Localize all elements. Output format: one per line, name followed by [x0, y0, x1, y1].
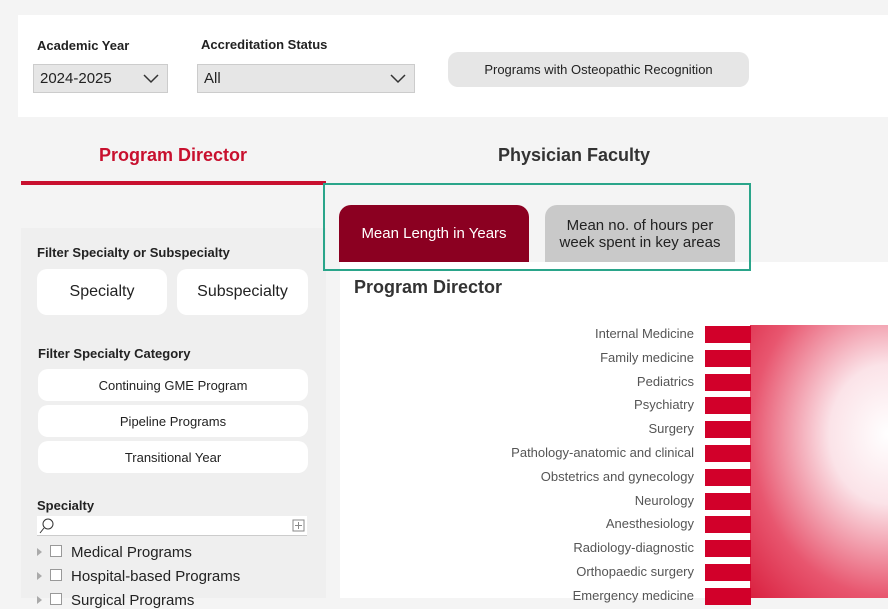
- tab[interactable]: Program Director: [98, 145, 248, 165]
- tree-toggle[interactable]: [37, 572, 42, 580]
- chart-title: Program Director: [354, 277, 503, 297]
- sidebar-title: Filter Specialty Category: [38, 346, 191, 361]
- bar: [705, 564, 751, 581]
- osteopathic-button[interactable]: Programs with Osteopathic Recognition: [448, 52, 749, 87]
- year-dropdown[interactable]: 2024-2025: [33, 64, 168, 93]
- chevron: [143, 74, 159, 84]
- tree-item[interactable]: Surgical Programs: [71, 592, 195, 609]
- bar: [705, 540, 751, 558]
- status-dropdown[interactable]: All: [197, 64, 415, 93]
- search-box[interactable]: [37, 516, 307, 536]
- tree-checkbox[interactable]: [50, 593, 62, 605]
- search-icons: [39, 518, 305, 534]
- tree-item[interactable]: Medical Programs: [71, 544, 192, 561]
- highlight-box: [323, 183, 751, 271]
- specialty-button[interactable]: Subspecialty: [177, 269, 308, 315]
- category-label: Anesthesiology: [605, 516, 694, 532]
- tree-toggle[interactable]: [37, 596, 42, 604]
- tab-underline: [21, 181, 326, 185]
- chart-overlay: [750, 325, 888, 598]
- metric-button[interactable]: Mean no. of hours per week spent in key …: [545, 205, 735, 262]
- year-label: Academic Year: [37, 38, 130, 53]
- bar: [705, 373, 751, 391]
- bar: [705, 516, 751, 534]
- sidebar-title: Specialty: [37, 498, 95, 513]
- category-label: Radiology-diagnostic: [573, 540, 694, 556]
- category-label: Pathology-anatomic and clinical: [511, 445, 694, 460]
- bar: [705, 445, 751, 462]
- tab[interactable]: Physician Faculty: [497, 145, 651, 165]
- category-label: Pediatrics: [636, 373, 694, 389]
- bar: [705, 492, 751, 510]
- sidebar-title: Filter Specialty or Subspecialty: [37, 245, 230, 260]
- status-label: Accreditation Status: [201, 37, 328, 52]
- bar: [705, 587, 751, 605]
- tree-checkbox[interactable]: [50, 569, 62, 581]
- bar: [705, 397, 751, 415]
- bar: [705, 349, 751, 367]
- category-label: Neurology: [634, 492, 694, 508]
- specialty-button[interactable]: Specialty: [37, 269, 167, 315]
- category-button[interactable]: Pipeline Programs: [38, 405, 308, 437]
- chevron: [390, 74, 406, 84]
- year-value: 2024-2025: [40, 70, 112, 87]
- category-label: Internal Medicine: [595, 326, 694, 341]
- category-label: Emergency medicine: [572, 587, 694, 603]
- category-label: Psychiatry: [634, 397, 694, 413]
- category-label: Family medicine: [600, 349, 694, 365]
- category-button[interactable]: Continuing GME Program: [38, 369, 308, 401]
- tree-checkbox[interactable]: [50, 545, 62, 557]
- category-label: Orthopaedic surgery: [576, 564, 694, 579]
- tree-toggle[interactable]: [37, 548, 42, 556]
- metric-button[interactable]: Mean Length in Years: [339, 205, 529, 262]
- bar: [705, 421, 751, 439]
- category-button[interactable]: Transitional Year: [38, 441, 308, 473]
- tree-item[interactable]: Hospital-based Programs: [71, 568, 241, 585]
- bar: [705, 468, 751, 486]
- bar: [705, 326, 751, 343]
- category-label: Obstetrics and gynecology: [540, 468, 694, 484]
- category-label: Surgery: [648, 421, 694, 437]
- status-value: All: [204, 70, 221, 87]
